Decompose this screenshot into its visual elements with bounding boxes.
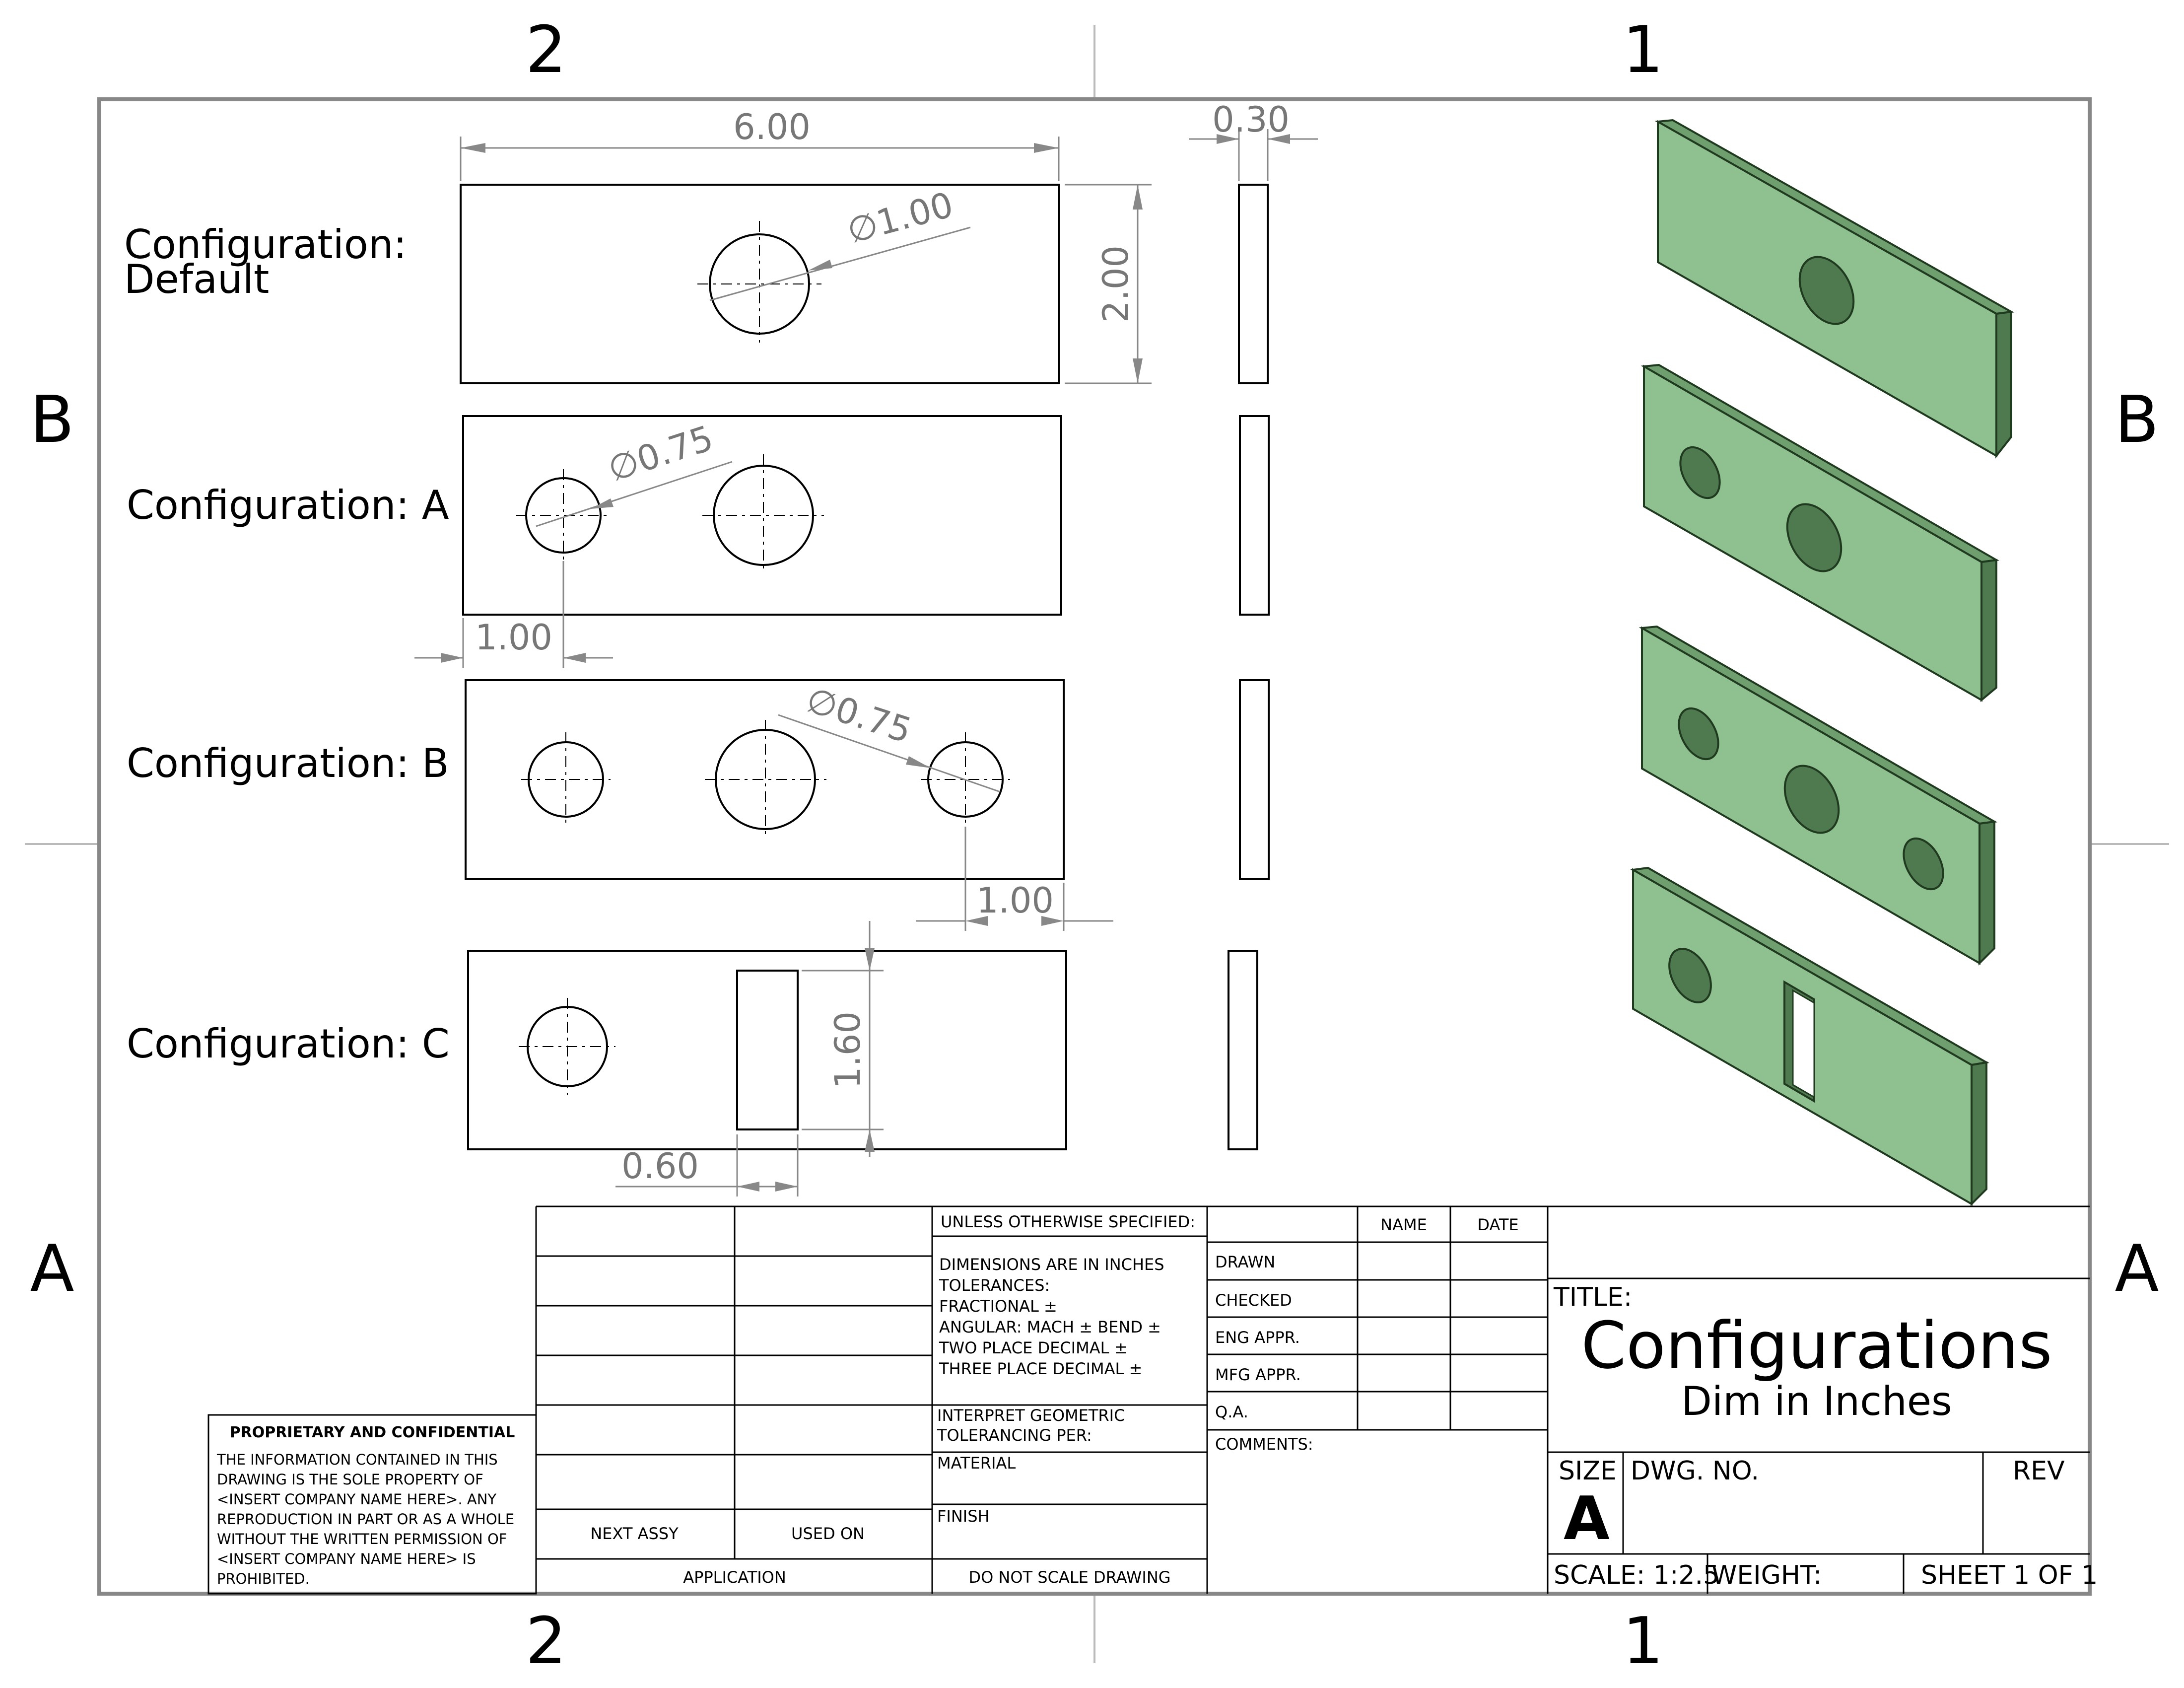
tolerances-label: TOLERANCES: xyxy=(939,1276,1050,1295)
zone-dividers xyxy=(25,25,2169,1663)
svg-text:0.60: 0.60 xyxy=(621,1146,699,1187)
zone-label-right-b: B xyxy=(2115,382,2159,457)
zone-label-bottom-1: 1 xyxy=(1623,1603,1664,1679)
checked-label: CHECKED xyxy=(1215,1291,1292,1310)
interpret-label-1: INTERPRET GEOMETRIC xyxy=(937,1406,1125,1425)
iso-plate-b xyxy=(1638,625,1998,966)
comments-label: COMMENTS: xyxy=(1215,1435,1313,1454)
view-default-side xyxy=(1238,184,1269,384)
weight-label: WEIGHT: xyxy=(1711,1560,1822,1590)
next-assy-label: NEXT ASSY xyxy=(590,1524,679,1543)
used-on-label: USED ON xyxy=(791,1524,865,1543)
svg-text:2.00: 2.00 xyxy=(1095,245,1136,323)
view-a-side xyxy=(1239,415,1270,616)
svg-text:6.00: 6.00 xyxy=(733,107,811,147)
interpret-label-2: TOLERANCING PER: xyxy=(937,1426,1092,1445)
config-c-label: Configuration: C xyxy=(127,1021,450,1067)
dim-height: 2.00 xyxy=(1065,184,1152,384)
zone-label-right-a: A xyxy=(2115,1231,2159,1306)
svg-text:∅0.75: ∅0.75 xyxy=(802,679,917,751)
proprietary-line-2: DRAWING IS THE SOLE PROPERTY OF xyxy=(217,1471,483,1488)
do-not-scale-label: DO NOT SCALE DRAWING xyxy=(968,1568,1170,1587)
two-place-label: TWO PLACE DECIMAL ± xyxy=(939,1338,1127,1357)
rev-label: REV xyxy=(2013,1456,2065,1486)
size-label: SIZE xyxy=(1559,1456,1617,1486)
drawn-label: DRAWN xyxy=(1215,1253,1275,1271)
dim-length: 6.00 xyxy=(460,107,1060,181)
dim-thickness: 0.30 xyxy=(1189,99,1318,181)
iso-plate-default xyxy=(1654,119,2015,459)
svg-text:0.30: 0.30 xyxy=(1212,99,1290,140)
dim-b-hole: ∅0.75 xyxy=(778,679,1001,793)
svg-text:∅1.00: ∅1.00 xyxy=(843,184,957,251)
config-a-label: Configuration: A xyxy=(127,482,449,528)
mfg-appr-label: MFG APPR. xyxy=(1215,1365,1301,1384)
material-label: MATERIAL xyxy=(937,1454,1016,1473)
proprietary-line-3: <INSERT COMPANY NAME HERE>. ANY xyxy=(217,1491,496,1508)
fractional-label: FRACTIONAL ± xyxy=(939,1297,1057,1316)
zone-label-left-a: A xyxy=(30,1231,74,1306)
dim-c-slot-height: 1.60 xyxy=(802,921,884,1157)
proprietary-title: PROPRIETARY AND CONFIDENTIAL xyxy=(230,1424,515,1441)
config-b-label: Configuration: B xyxy=(127,740,449,786)
dim-b-offset: 1.00 xyxy=(916,827,1113,931)
svg-text:1.00: 1.00 xyxy=(475,617,552,658)
view-c-front xyxy=(467,950,1067,1150)
drawing-subtitle: Dim in Inches xyxy=(1681,1378,1952,1424)
title-label: TITLE: xyxy=(1553,1282,1632,1312)
application-label: APPLICATION xyxy=(683,1568,786,1587)
view-b-side xyxy=(1239,679,1270,880)
finish-label: FINISH xyxy=(937,1507,990,1526)
dims-inches-label: DIMENSIONS ARE IN INCHES xyxy=(939,1255,1164,1274)
dwg-no-label: DWG. NO. xyxy=(1631,1456,1759,1486)
proprietary-line-5: WITHOUT THE WRITTEN PERMISSION OF xyxy=(217,1531,507,1547)
zone-label-top-1: 1 xyxy=(1623,12,1664,87)
config-default-label-line1: Configuration: xyxy=(124,221,407,268)
dim-a-hole: ∅0.75 xyxy=(536,418,733,527)
eng-appr-label: ENG APPR. xyxy=(1215,1328,1300,1347)
dim-c-slot-width: 0.60 xyxy=(615,1134,799,1196)
config-default-label-line2: Default xyxy=(124,256,269,302)
svg-text:1.60: 1.60 xyxy=(827,1011,868,1089)
proprietary-line-1: THE INFORMATION CONTAINED IN THIS xyxy=(216,1451,498,1468)
sheet-label: SHEET 1 OF 1 xyxy=(1921,1560,2098,1590)
angular-label: ANGULAR: MACH ± BEND ± xyxy=(939,1318,1161,1336)
dim-default-hole: ∅1.00 xyxy=(709,184,971,301)
proprietary-line-6: <INSERT COMPANY NAME HERE> IS xyxy=(217,1550,476,1567)
view-a-front xyxy=(462,415,1062,616)
iso-plate-c xyxy=(1630,866,1989,1206)
drawing-title: Configurations xyxy=(1581,1308,2052,1383)
zone-label-bottom-2: 2 xyxy=(526,1603,567,1679)
sheet-border xyxy=(97,97,2092,1596)
size-value: A xyxy=(1564,1484,1610,1553)
zone-label-top-2: 2 xyxy=(526,12,567,87)
qa-label: Q.A. xyxy=(1215,1403,1248,1421)
svg-text:∅0.75: ∅0.75 xyxy=(603,418,718,490)
title-block-grid xyxy=(207,1205,2090,1595)
dim-a-offset: 1.00 xyxy=(414,561,613,668)
zone-label-left-b: B xyxy=(30,382,74,457)
proprietary-line-7: PROHIBITED. xyxy=(217,1570,310,1587)
view-c-side xyxy=(1228,950,1258,1150)
view-default-front xyxy=(460,184,1060,384)
date-header: DATE xyxy=(1477,1215,1518,1234)
proprietary-line-4: REPRODUCTION IN PART OR AS A WHOLE xyxy=(217,1511,514,1528)
svg-text:1.00: 1.00 xyxy=(976,880,1054,921)
unless-specified-label: UNLESS OTHERWISE SPECIFIED: xyxy=(941,1212,1195,1231)
view-b-front xyxy=(465,679,1065,880)
three-place-label: THREE PLACE DECIMAL ± xyxy=(939,1359,1142,1378)
iso-plate-a xyxy=(1640,363,2000,703)
name-header: NAME xyxy=(1380,1215,1427,1234)
scale-label: SCALE: 1:2.5 xyxy=(1554,1560,1719,1590)
